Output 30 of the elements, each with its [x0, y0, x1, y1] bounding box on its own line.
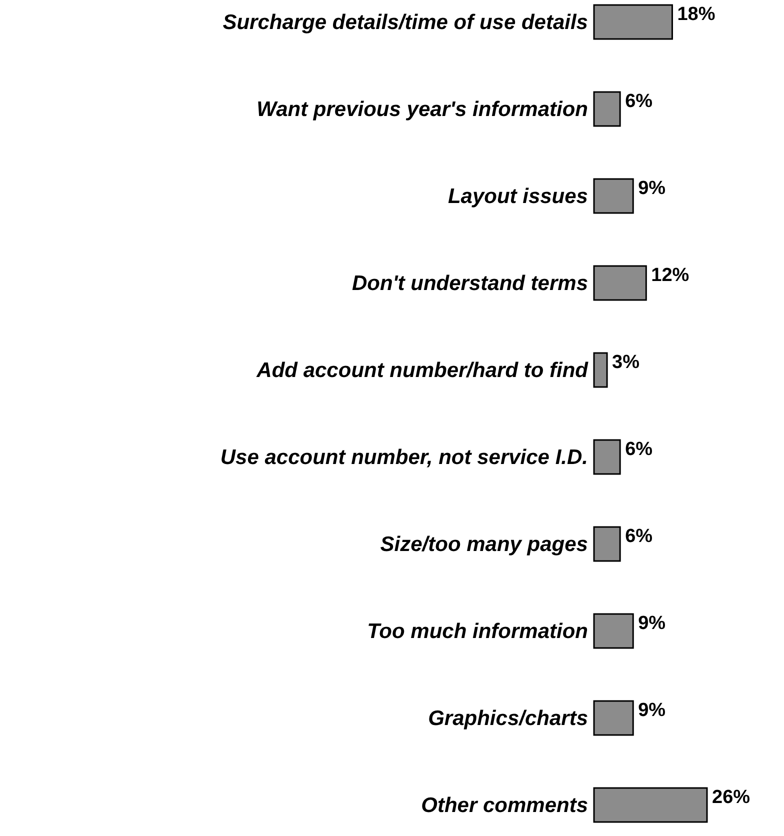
y-tick-label: Too much information	[367, 620, 588, 643]
bar	[593, 526, 621, 562]
bar	[593, 178, 634, 214]
bar	[593, 4, 673, 40]
y-tick-label: Want previous year's information	[256, 98, 588, 121]
data-label: 9%	[638, 700, 666, 721]
bar	[593, 91, 621, 127]
data-label: 3%	[612, 352, 640, 373]
y-tick-label: Don't understand terms	[352, 272, 588, 295]
y-tick-label: Layout issues	[448, 185, 588, 208]
y-tick-label: Other comments	[421, 794, 588, 817]
bar	[593, 265, 647, 301]
data-label: 18%	[677, 4, 716, 25]
y-tick-label: Surcharge details/time of use details	[222, 11, 588, 34]
bar	[593, 787, 708, 823]
y-tick-label: Graphics/charts	[428, 707, 588, 730]
data-label: 12%	[651, 265, 690, 286]
bar	[593, 352, 608, 388]
data-label: 6%	[625, 91, 653, 112]
bar	[593, 700, 634, 736]
y-tick-label: Add account number/hard to find	[256, 359, 590, 382]
bar	[593, 439, 621, 475]
y-tick-label: Size/too many pages	[380, 533, 588, 556]
data-label: 26%	[712, 787, 750, 808]
data-label: 9%	[638, 178, 666, 199]
data-label: 9%	[638, 613, 666, 634]
bar	[593, 613, 634, 649]
y-tick-label: Use account number, not service I.D.	[220, 446, 588, 469]
data-label: 6%	[625, 526, 653, 547]
data-label: 6%	[625, 439, 653, 460]
